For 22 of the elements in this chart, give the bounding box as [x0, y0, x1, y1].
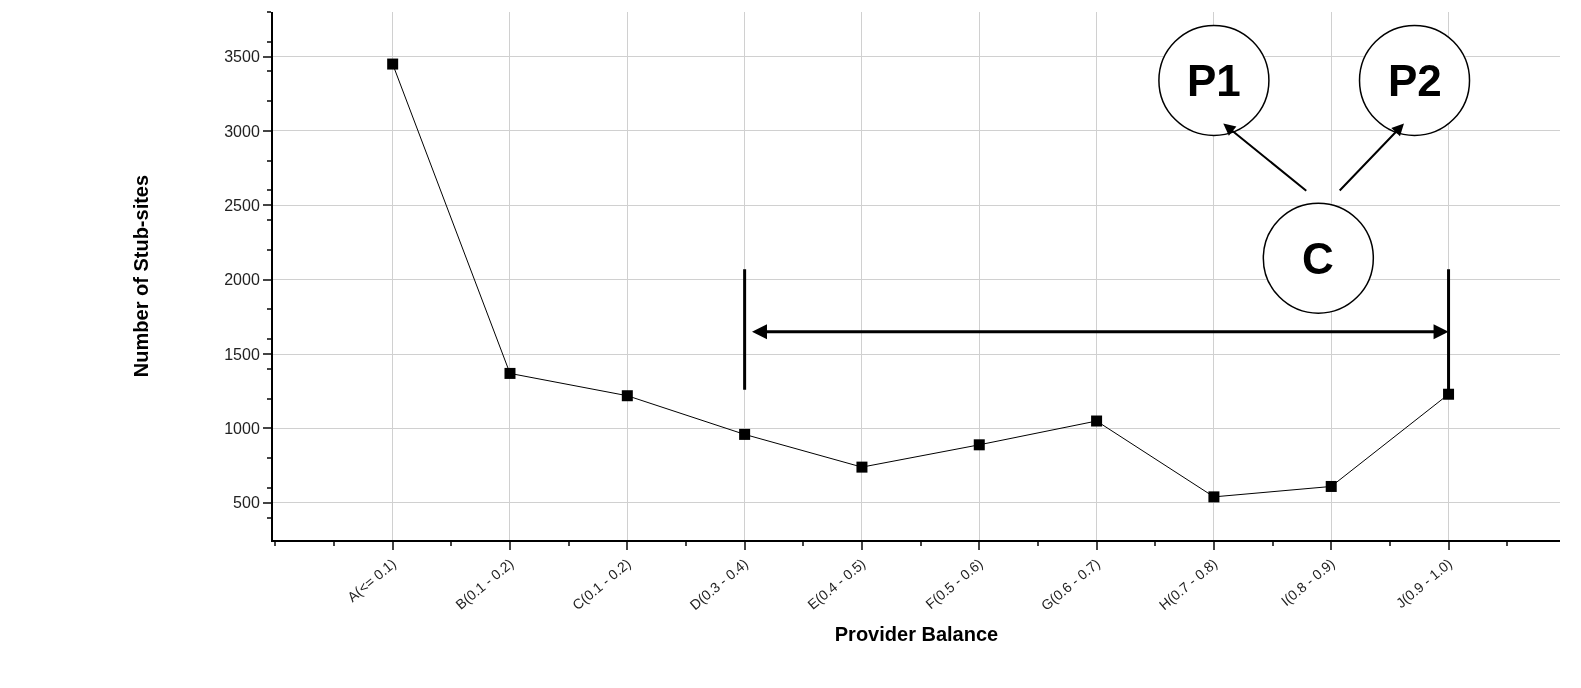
y-tick-label: 2500	[224, 196, 260, 214]
y-tick-label: 3000	[224, 122, 260, 140]
y-tick-label: 2000	[224, 271, 260, 289]
y-tick-label: 1500	[224, 345, 260, 363]
annotation: C	[1302, 234, 1334, 283]
point	[973, 439, 985, 451]
annotation: P1	[1187, 56, 1241, 105]
y-axis-title: Number of Stub-sites	[130, 174, 153, 378]
y-tick-label: 3500	[224, 48, 260, 66]
point	[856, 461, 868, 473]
point	[387, 58, 399, 70]
x-axis-title: Provider Balance	[834, 623, 999, 646]
point	[1091, 415, 1103, 427]
point	[1208, 491, 1220, 503]
y-tick-label: 500	[233, 494, 260, 512]
annotation: P2	[1388, 56, 1442, 105]
y-tick-label: 1000	[224, 420, 260, 438]
point	[739, 428, 751, 440]
point	[1325, 480, 1337, 492]
point	[504, 367, 516, 379]
point	[1443, 388, 1455, 400]
point	[621, 390, 633, 402]
